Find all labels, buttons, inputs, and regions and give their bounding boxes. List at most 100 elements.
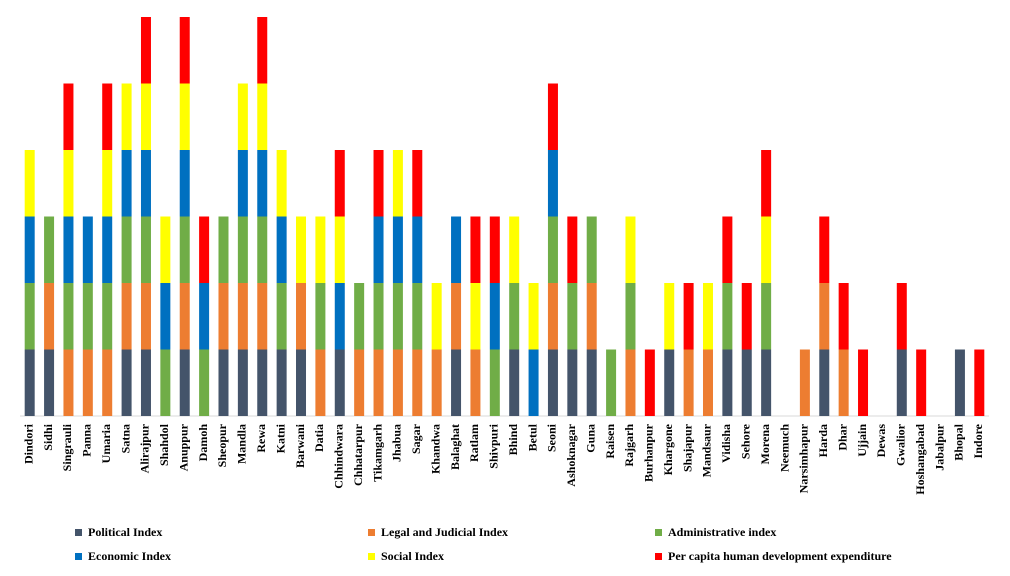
bar-segment — [509, 349, 520, 416]
bar-segment — [276, 283, 287, 350]
bar-segment — [276, 150, 287, 217]
bar-segment — [489, 349, 500, 416]
bar-segment — [586, 216, 597, 283]
bar-segment — [489, 283, 500, 350]
x-tick-label: Balaghat — [448, 424, 462, 470]
bar-segment — [799, 349, 810, 416]
bar-segment — [276, 349, 287, 416]
x-tick-label: Mandla — [235, 424, 249, 464]
bar-segment — [63, 349, 74, 416]
bar-segment — [63, 150, 74, 217]
bar-segment — [761, 216, 772, 283]
bar-segment — [296, 283, 307, 350]
bar-segment — [315, 283, 326, 350]
x-tick-label: Ratlam — [467, 424, 481, 462]
x-tick-label: Khandwa — [428, 424, 442, 474]
bar-segment — [24, 283, 35, 350]
bar-segment — [722, 283, 733, 350]
bar-segment — [761, 150, 772, 217]
bar-segment — [44, 216, 55, 283]
bar-segment — [451, 216, 462, 283]
bar-segment — [567, 349, 578, 416]
bar-segment — [334, 216, 345, 283]
bar-segment — [702, 283, 713, 350]
bar-segment — [276, 216, 287, 283]
bar-segment — [63, 83, 74, 150]
x-tick-label: Satna — [118, 424, 132, 453]
bar-segment — [257, 283, 268, 350]
x-tick-label: Rewa — [254, 424, 268, 453]
legend-swatch — [368, 529, 375, 536]
bar-segment — [102, 349, 113, 416]
bar-segment — [722, 216, 733, 283]
bar-segment — [722, 349, 733, 416]
bar-segment — [296, 349, 307, 416]
bar-segment — [373, 216, 384, 283]
x-tick-label: Sagar — [409, 423, 423, 454]
bar-segment — [470, 216, 481, 283]
bar-segment — [199, 349, 210, 416]
bar-segment — [547, 150, 558, 217]
bar-segment — [567, 283, 578, 350]
bar-segment — [199, 283, 210, 350]
x-tick-label: Shivpuri — [487, 423, 501, 468]
bar-segment — [257, 83, 268, 150]
bar-segment — [179, 216, 190, 283]
bar-segment — [625, 349, 636, 416]
x-tick-label: Narsimhapur — [797, 423, 811, 493]
bar-segment — [451, 349, 462, 416]
bar-segment — [819, 283, 830, 350]
bar-segment — [179, 283, 190, 350]
bar-segment — [373, 283, 384, 350]
bar-segment — [121, 349, 132, 416]
bar-segment — [954, 349, 965, 416]
bar-segment — [547, 349, 558, 416]
bar-segment — [392, 150, 403, 217]
x-tick-label: Umaria — [99, 424, 113, 463]
bar-segment — [916, 349, 927, 416]
legend-label: Legal and Judicial Index — [381, 525, 508, 539]
bar-segment — [237, 150, 248, 217]
x-tick-label: Burhanpur — [642, 423, 656, 482]
bar-segment — [586, 283, 597, 350]
x-tick-label: Rajgarh — [622, 424, 636, 467]
bar-segment — [625, 216, 636, 283]
bar-segment — [160, 216, 171, 283]
bar-segment — [179, 349, 190, 416]
x-tick-label: Dindori — [21, 423, 35, 464]
bar-segment — [373, 349, 384, 416]
x-tick-label: Shahdol — [157, 423, 171, 466]
x-tick-label: Khargone — [661, 423, 675, 475]
bar-segment — [528, 349, 539, 416]
x-tick-label: Morena — [758, 424, 772, 464]
bar-segment — [470, 283, 481, 350]
bar-segment — [102, 283, 113, 350]
bar-segment — [334, 349, 345, 416]
bar-segment — [102, 150, 113, 217]
legend-label: Per capita human development expenditure — [668, 549, 892, 563]
x-tick-label: Dhar — [835, 423, 849, 450]
bar-segment — [896, 349, 907, 416]
bar-segment — [237, 216, 248, 283]
bar-segment — [296, 216, 307, 283]
bar-segment — [528, 283, 539, 350]
bar-segment — [392, 349, 403, 416]
bar-segment — [237, 83, 248, 150]
x-tick-label: Sheopur — [215, 423, 229, 467]
bar-segment — [218, 349, 229, 416]
bar-segment — [44, 283, 55, 350]
x-tick-label: Jhabua — [390, 424, 404, 462]
bar-segment — [354, 349, 365, 416]
x-tick-label: Hoshangabad — [913, 424, 927, 495]
bar-segment — [664, 349, 675, 416]
bar-segment — [451, 283, 462, 350]
bar-segment — [838, 349, 849, 416]
bar-segment — [315, 216, 326, 283]
x-tick-label: Datia — [312, 424, 326, 452]
x-tick-label: Ujjain — [855, 424, 869, 457]
bar-segment — [586, 349, 597, 416]
bar-segment — [140, 349, 151, 416]
x-tick-label: Neemuch — [777, 424, 791, 472]
bar-segment — [102, 83, 113, 150]
